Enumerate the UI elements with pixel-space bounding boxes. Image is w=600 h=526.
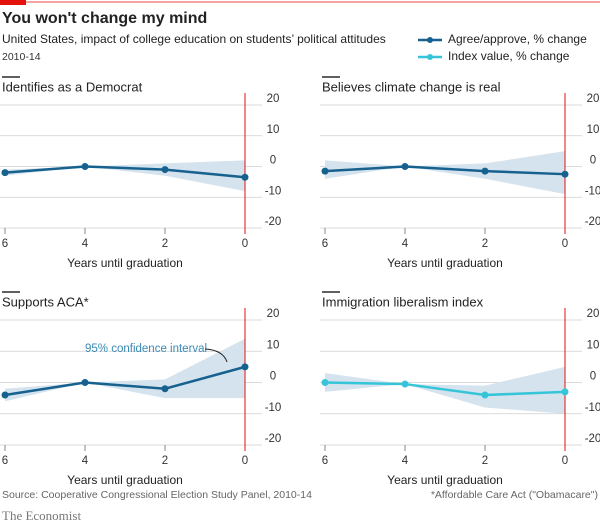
- panel-title: Supports ACA*: [2, 294, 89, 309]
- x-tick-label: 0: [562, 238, 568, 250]
- data-point: [321, 379, 329, 386]
- series-line: [324, 165, 566, 176]
- y-tick-label: -20: [265, 216, 282, 228]
- y-tick-label: 10: [267, 124, 280, 136]
- x-axis-label: Years until graduation: [387, 473, 503, 487]
- annotation: 95% confidence interval: [85, 343, 207, 355]
- x-tick-label: 4: [82, 455, 89, 467]
- data-point: [401, 163, 409, 170]
- y-tick-label: -20: [585, 216, 600, 228]
- data-point: [81, 163, 89, 170]
- data-point: [241, 173, 249, 181]
- x-tick-label: 2: [162, 238, 168, 250]
- data-point: [241, 363, 249, 371]
- data-point: [321, 167, 329, 175]
- y-tick-label: -10: [265, 185, 282, 197]
- legend-dot: [427, 37, 433, 43]
- panel-title: Identifies as a Democrat: [2, 79, 143, 94]
- y-tick-label: 10: [267, 339, 280, 351]
- panel-title: Believes climate change is real: [322, 79, 501, 94]
- y-tick-label: 20: [587, 308, 600, 320]
- y-tick-label: -10: [265, 402, 282, 414]
- y-tick-label: -20: [265, 433, 282, 445]
- legend-label: Index value, % change: [448, 49, 570, 63]
- y-tick-label: 20: [587, 93, 600, 105]
- x-tick-label: 4: [402, 238, 409, 250]
- series-line: [324, 381, 566, 397]
- data-point: [481, 391, 489, 399]
- y-tick-label: 10: [587, 339, 600, 351]
- x-tick-label: 2: [162, 455, 168, 467]
- x-tick-label: 0: [562, 455, 568, 467]
- y-tick-label: 0: [270, 155, 276, 167]
- title: You won't change my mind: [2, 10, 207, 27]
- x-axis-label: Years until graduation: [67, 473, 183, 487]
- x-tick-label: 2: [482, 238, 488, 250]
- x-axis-label: Years until graduation: [387, 256, 503, 270]
- y-tick-label: -10: [585, 185, 600, 197]
- x-tick-label: 6: [2, 455, 8, 467]
- footnote: *Affordable Care Act ("Obamacare"): [431, 489, 598, 501]
- data-point: [401, 380, 409, 388]
- legend-dot: [427, 54, 433, 60]
- legend-label: Agree/approve, % change: [448, 32, 587, 46]
- confidence-band: [5, 160, 245, 192]
- data-point: [161, 385, 169, 393]
- panel-title: Immigration liberalism index: [322, 294, 484, 309]
- x-tick-label: 6: [322, 455, 328, 467]
- y-tick-label: 10: [587, 124, 600, 136]
- x-tick-label: 4: [82, 238, 89, 250]
- y-tick-label: 0: [270, 371, 276, 383]
- y-tick-label: 20: [267, 308, 280, 320]
- y-tick-label: 0: [590, 371, 596, 383]
- confidence-band: [325, 151, 565, 195]
- y-tick-label: 0: [590, 155, 596, 167]
- data-point: [561, 170, 569, 178]
- x-tick-label: 6: [2, 238, 8, 250]
- data-point: [1, 169, 9, 177]
- data-point: [81, 379, 89, 386]
- data-point: [161, 166, 169, 174]
- y-tick-label: 20: [267, 93, 280, 105]
- data-point: [561, 388, 569, 396]
- brand: The Economist: [2, 508, 81, 523]
- y-tick-label: -10: [585, 402, 600, 414]
- annotation-arrow: [204, 348, 228, 363]
- y-tick-label: -20: [585, 433, 600, 445]
- subtitle: United States, impact of college educati…: [2, 32, 386, 46]
- data-point: [1, 391, 9, 399]
- series-line: [4, 165, 246, 179]
- period: 2010-14: [2, 51, 41, 63]
- data-point: [481, 167, 489, 175]
- x-axis-label: Years until graduation: [67, 256, 183, 270]
- x-tick-label: 4: [402, 455, 409, 467]
- x-tick-label: 2: [482, 455, 488, 467]
- series-line: [4, 365, 246, 397]
- x-tick-label: 0: [242, 455, 248, 467]
- x-tick-label: 0: [242, 238, 248, 250]
- brand-flag: [0, 0, 26, 5]
- x-tick-label: 6: [322, 238, 328, 250]
- source: Source: Cooperative Congressional Electi…: [2, 489, 312, 501]
